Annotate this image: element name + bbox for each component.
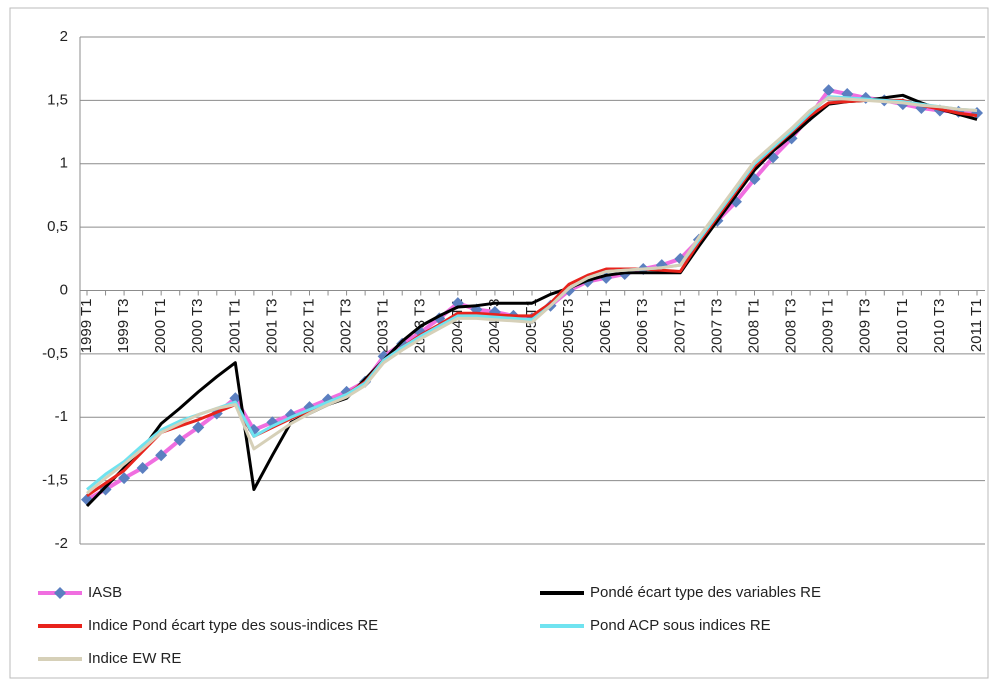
series-marker [136, 461, 149, 474]
x-tick-label: 1999 T3 [115, 299, 132, 354]
series-marker [118, 472, 131, 485]
x-tick-label: 2010 T1 [894, 299, 911, 354]
series-marker [155, 449, 168, 462]
legend-label: Indice EW RE [88, 650, 181, 667]
x-tick-label: 2003 T1 [375, 299, 392, 354]
y-tick-label: -1,5 [42, 472, 68, 489]
series-marker [229, 392, 242, 405]
y-tick-label: -0,5 [42, 345, 68, 362]
y-tick-label: 0,5 [47, 218, 68, 235]
y-tick-label: 0 [60, 281, 68, 298]
x-tick-label: 2007 T1 [671, 299, 688, 354]
chart-frame [9, 7, 989, 679]
x-tick-label: 2011 T1 [968, 299, 985, 353]
legend-label: Pondé écart type des variables RE [590, 584, 821, 601]
x-tick-label: 2005 T1 [523, 299, 540, 354]
x-tick-label: 2000 T1 [152, 299, 169, 354]
legend-label: Indice Pond écart type des sous-indices … [88, 617, 378, 634]
x-tick-label: 2000 T3 [189, 299, 206, 354]
x-tick-label: 2006 T3 [634, 299, 651, 354]
x-tick-label: 2009 T1 [820, 299, 837, 354]
y-tick-label: 2 [60, 28, 68, 45]
legend-label: Pond ACP sous indices RE [590, 617, 771, 634]
x-tick-label: 2001 T3 [263, 299, 280, 354]
y-tick-label: 1 [60, 155, 68, 172]
y-tick-label: -2 [55, 535, 68, 552]
series-marker [822, 84, 835, 97]
x-tick-label: 2001 T1 [226, 299, 243, 354]
series-marker [192, 421, 205, 434]
x-tick-label: 2006 T1 [597, 299, 614, 354]
x-tick-label: 2010 T3 [931, 299, 948, 354]
x-tick-label: 2008 T1 [745, 299, 762, 354]
x-tick-label: 2002 T3 [338, 299, 355, 354]
x-tick-label: 2008 T3 [783, 299, 800, 354]
y-tick-label: 1,5 [47, 91, 68, 108]
x-tick-label: 2002 T1 [300, 299, 317, 354]
x-tick-label: 1999 T1 [78, 299, 95, 354]
legend-marker [54, 587, 66, 599]
series-marker [173, 434, 186, 447]
legend-label: IASB [88, 584, 122, 601]
y-tick-label: -1 [55, 408, 68, 425]
x-tick-label: 2009 T3 [857, 299, 874, 354]
x-tick-label: 2005 T3 [560, 299, 577, 354]
x-tick-label: 2007 T3 [708, 299, 725, 354]
series-line [86, 96, 978, 495]
